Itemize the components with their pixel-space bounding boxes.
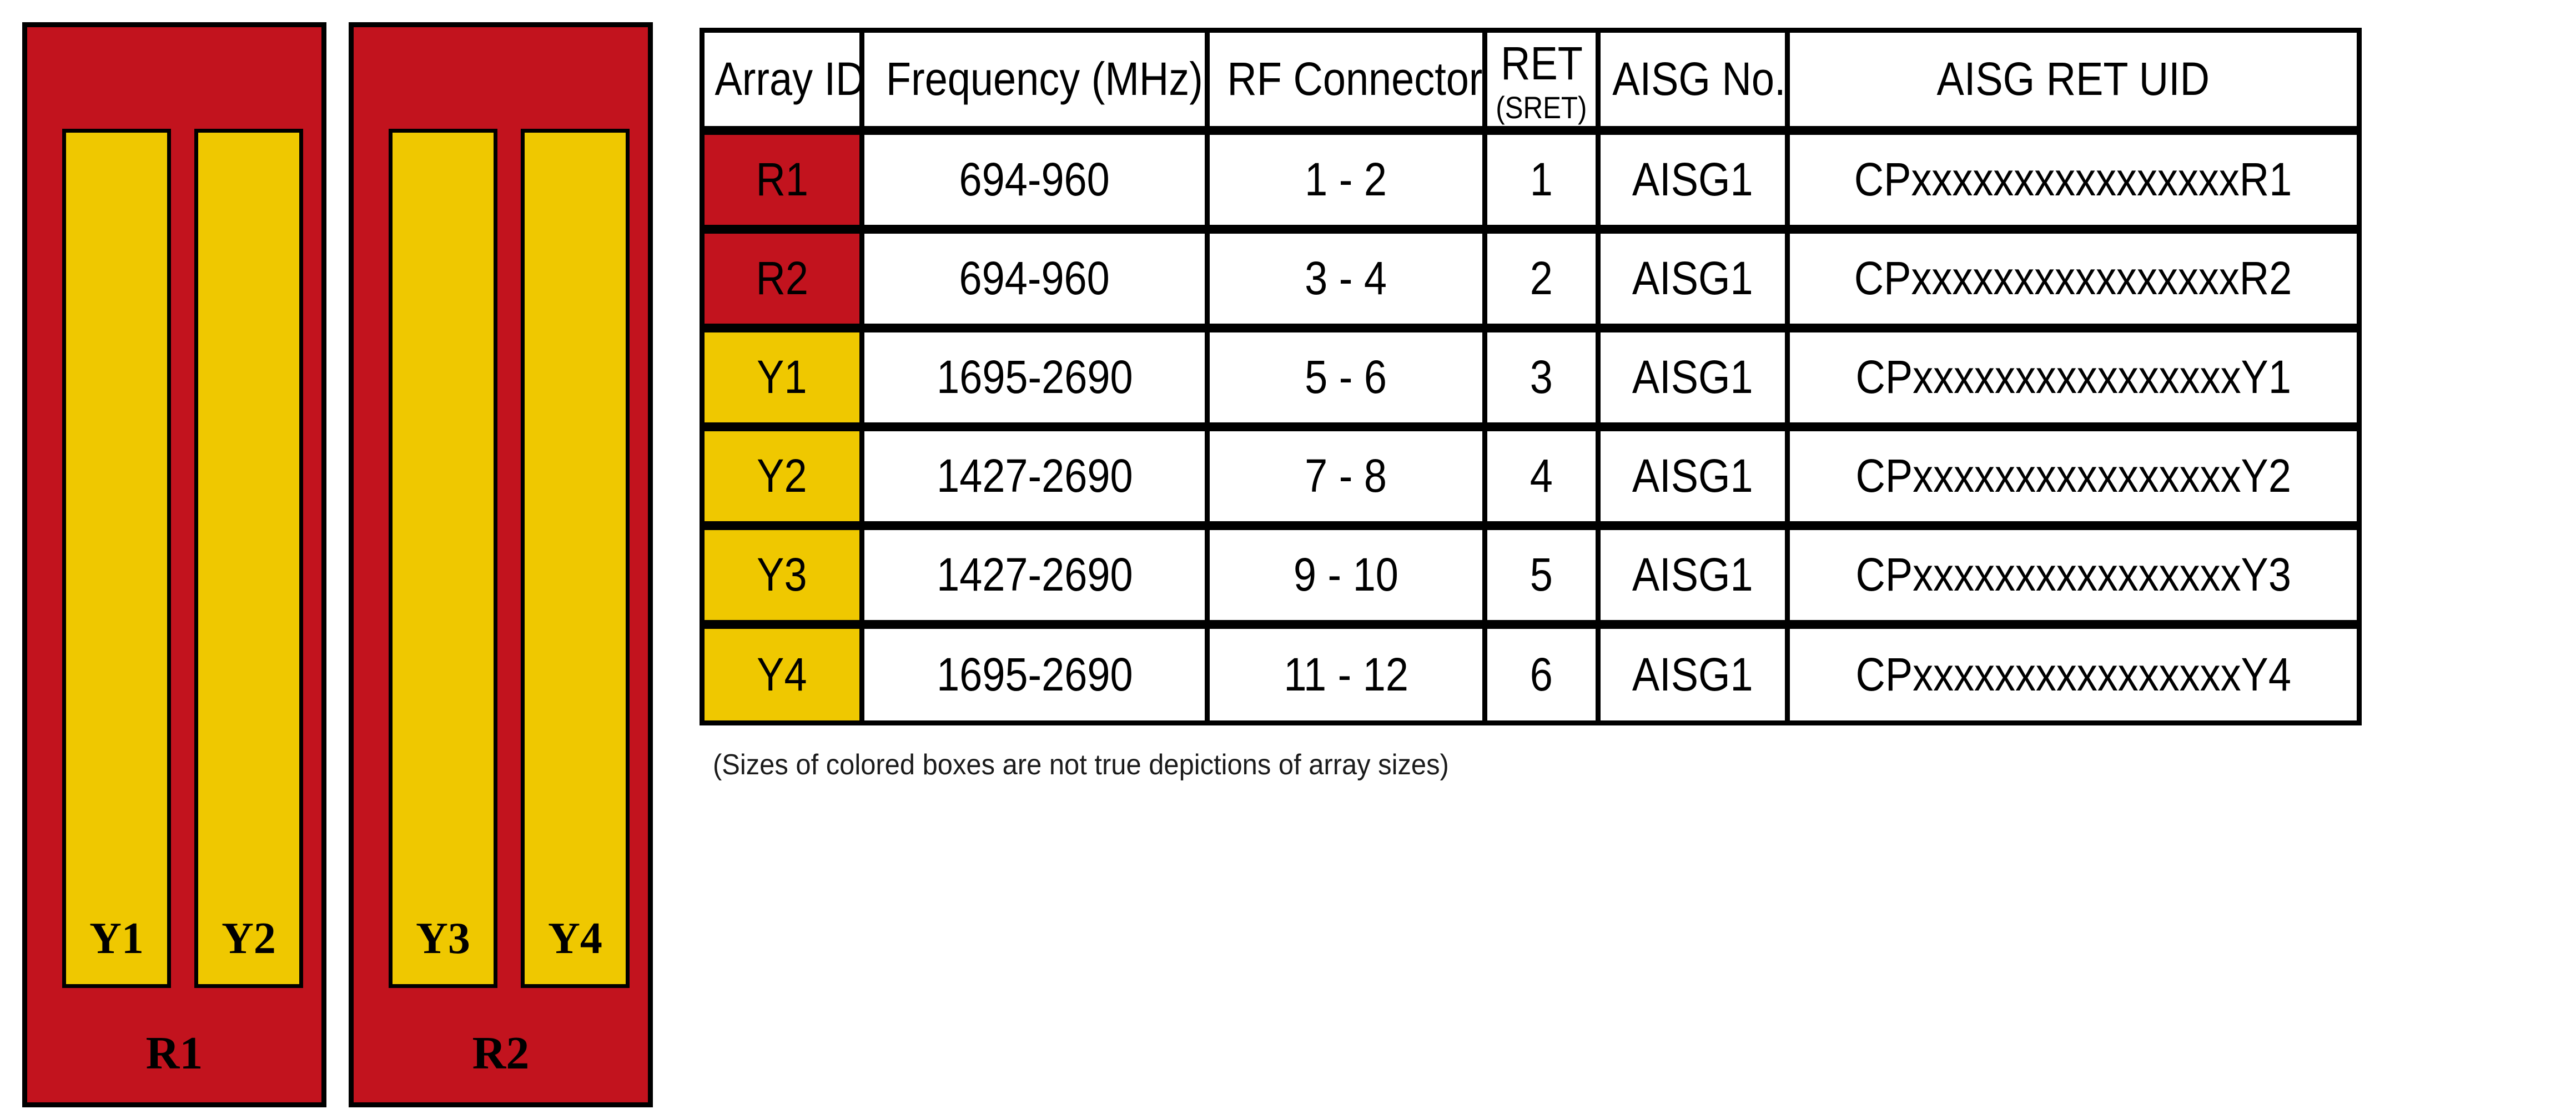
cell-rf-connector: 5 - 6: [1205, 325, 1487, 431]
cell-ret: 4: [1482, 424, 1601, 530]
header-aisg-ret-uid: AISG RET UID: [1785, 28, 2362, 135]
array-spec-table: Array ID Frequency (MHz) RF Connector RE…: [700, 28, 2362, 725]
cell-aisg-no: AISG1: [1596, 523, 1790, 629]
cell-rf-connector: 9 - 10: [1205, 523, 1487, 629]
array-label-y2: Y2: [222, 914, 276, 963]
antenna-panel-r1: Y1 Y2 R1: [22, 22, 326, 1107]
cell-aisg-ret-uid: CPxxxxxxxxxxxxxxxxY3: [1785, 523, 2362, 629]
header-frequency: Frequency (MHz): [859, 28, 1210, 135]
table-row-y3: Y3 1427-2690 9 - 10 5 AISG1 CPxxxxxxxxxx…: [700, 523, 2362, 629]
antenna-panel-r2: Y3 Y4 R2: [349, 22, 653, 1107]
cell-frequency: 694-960: [859, 128, 1210, 234]
cell-array-id: Y2: [700, 424, 864, 530]
cell-array-id: Y1: [700, 325, 864, 431]
cell-rf-connector: 1 - 2: [1205, 128, 1487, 234]
table-row-y1: Y1 1695-2690 5 - 6 3 AISG1 CPxxxxxxxxxxx…: [700, 325, 2362, 431]
cell-frequency: 694-960: [859, 226, 1210, 332]
cell-aisg-no: AISG1: [1596, 128, 1790, 234]
cell-aisg-ret-uid: CPxxxxxxxxxxxxxxxxR2: [1785, 226, 2362, 332]
table-body: R1 694-960 1 - 2 1 AISG1 CPxxxxxxxxxxxxx…: [700, 128, 2362, 725]
table-row-y4: Y4 1695-2690 11 - 12 6 AISG1 CPxxxxxxxxx…: [700, 622, 2362, 725]
cell-frequency: 1427-2690: [859, 523, 1210, 629]
table-row-r1: R1 694-960 1 - 2 1 AISG1 CPxxxxxxxxxxxxx…: [700, 128, 2362, 234]
array-label-y3: Y3: [416, 914, 470, 963]
panel-label-r1: R1: [145, 1027, 203, 1079]
cell-rf-connector: 3 - 4: [1205, 226, 1487, 332]
cell-rf-connector: 7 - 8: [1205, 424, 1487, 530]
array-box-y2: Y2: [194, 129, 303, 988]
array-box-y3: Y3: [389, 129, 497, 988]
cell-array-id: R1: [700, 128, 864, 234]
cell-aisg-ret-uid: CPxxxxxxxxxxxxxxxxY4: [1785, 622, 2362, 725]
cell-array-id: R2: [700, 226, 864, 332]
table-row-r2: R2 694-960 3 - 4 2 AISG1 CPxxxxxxxxxxxxx…: [700, 226, 2362, 332]
cell-array-id: Y3: [700, 523, 864, 629]
cell-frequency: 1695-2690: [859, 325, 1210, 431]
cell-aisg-no: AISG1: [1596, 622, 1790, 725]
cell-ret: 1: [1482, 128, 1601, 234]
array-label-y1: Y1: [89, 914, 144, 963]
cell-aisg-no: AISG1: [1596, 424, 1790, 530]
table-header: Array ID Frequency (MHz) RF Connector RE…: [700, 28, 2362, 135]
header-ret-sret: RET (SRET): [1482, 28, 1601, 135]
header-ret-line1: RET: [1500, 37, 1583, 89]
header-array-id: Array ID: [700, 28, 864, 135]
cell-frequency: 1427-2690: [859, 424, 1210, 530]
header-rf-connector: RF Connector: [1205, 28, 1487, 135]
cell-aisg-ret-uid: CPxxxxxxxxxxxxxxxxY1: [1785, 325, 2362, 431]
header-aisg-no: AISG No.: [1596, 28, 1790, 135]
header-ret-line2: (SRET): [1496, 90, 1587, 125]
cell-aisg-ret-uid: CPxxxxxxxxxxxxxxxxY2: [1785, 424, 2362, 530]
array-box-y4: Y4: [521, 129, 630, 988]
cell-ret: 3: [1482, 325, 1601, 431]
cell-frequency: 1695-2690: [859, 622, 1210, 725]
cell-ret: 6: [1482, 622, 1601, 725]
array-box-y1: Y1: [62, 129, 171, 988]
cell-aisg-no: AISG1: [1596, 226, 1790, 332]
panel-label-r2: R2: [472, 1027, 530, 1079]
cell-ret: 5: [1482, 523, 1601, 629]
header-row: Array ID Frequency (MHz) RF Connector RE…: [700, 28, 2362, 135]
size-disclaimer-note: (Sizes of colored boxes are not true dep…: [713, 749, 1449, 781]
cell-aisg-no: AISG1: [1596, 325, 1790, 431]
cell-ret: 2: [1482, 226, 1601, 332]
table-row-y2: Y2 1427-2690 7 - 8 4 AISG1 CPxxxxxxxxxxx…: [700, 424, 2362, 530]
cell-rf-connector: 11 - 12: [1205, 622, 1487, 725]
cell-array-id: Y4: [700, 622, 864, 725]
cell-aisg-ret-uid: CPxxxxxxxxxxxxxxxxR1: [1785, 128, 2362, 234]
array-label-y4: Y4: [548, 914, 602, 963]
